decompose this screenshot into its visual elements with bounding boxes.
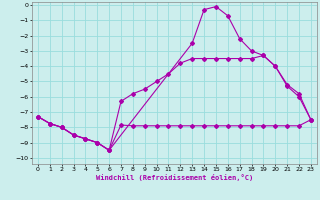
X-axis label: Windchill (Refroidissement éolien,°C): Windchill (Refroidissement éolien,°C) xyxy=(96,174,253,181)
